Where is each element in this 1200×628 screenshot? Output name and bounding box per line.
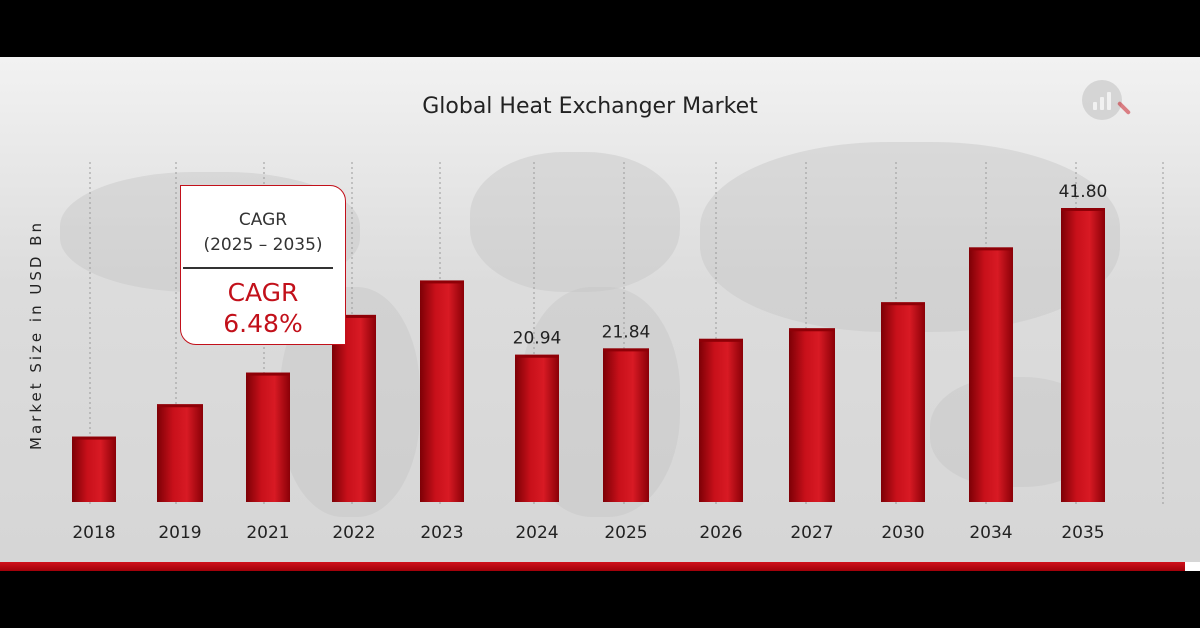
- bar-cap-2027: [789, 328, 835, 332]
- data-label-2025: 21.84: [602, 322, 651, 342]
- x-tick-label: 2018: [72, 523, 115, 543]
- cagr-heading: CAGR: [238, 210, 288, 230]
- bar-2018: [72, 436, 116, 502]
- x-tick-label: 2034: [969, 523, 1012, 543]
- x-tick-label: 2024: [515, 523, 558, 543]
- x-tick-label: 2022: [332, 523, 375, 543]
- bar-2025: [603, 348, 649, 502]
- bar-cap-2035: [1061, 208, 1105, 211]
- chart-title: Global Heat Exchanger Market: [422, 94, 758, 119]
- bar-cap-2022: [332, 314, 376, 318]
- world-map-watermark: [470, 152, 680, 292]
- x-tick-label: 2027: [790, 523, 833, 543]
- bar-2027: [789, 328, 835, 502]
- cagr-label: CAGR: [227, 278, 299, 307]
- bottom-stripe-edge: [1185, 562, 1200, 571]
- bar-2019: [157, 404, 203, 502]
- x-tick-label: 2019: [158, 523, 201, 543]
- cagr-heading-block: CAGR (2025 – 2035): [181, 208, 345, 258]
- x-tick-labels: 2018 2019 2021 2022 2023 2024 2025 2026 2027 2030…: [72, 523, 1104, 543]
- bar-cap-2019: [157, 404, 203, 408]
- bar-cap-2021: [246, 372, 290, 376]
- cagr-divider: [183, 267, 333, 269]
- bottom-red-stripe: [0, 562, 1185, 571]
- bar-2026: [699, 338, 743, 502]
- y-axis-label: Market Size in USD Bn: [27, 220, 45, 450]
- x-tick-label: 2026: [699, 523, 742, 543]
- cagr-callout: CAGR (2025 – 2035) CAGR 6.48%: [180, 185, 346, 345]
- bar-2022: [332, 314, 376, 502]
- cagr-value: 6.48%: [223, 309, 303, 338]
- bar-cap-2026: [699, 338, 743, 342]
- bar-cap-2018: [72, 436, 116, 440]
- data-label-2024: 20.94: [513, 329, 562, 349]
- cagr-period: (2025 – 2035): [203, 235, 323, 255]
- bar-2034: [969, 247, 1013, 502]
- data-labels: 20.94 21.84 41.80: [513, 182, 1108, 349]
- bar-cap-2023: [420, 280, 464, 284]
- bottom-letterbox: [0, 571, 1200, 628]
- bars: [72, 208, 1105, 502]
- bar-cap-2024: [515, 354, 559, 358]
- bar-2021: [246, 372, 290, 502]
- bar-cap-2030: [881, 302, 925, 306]
- bar-2030: [881, 302, 925, 502]
- market-research-logo-icon: [1082, 80, 1122, 120]
- world-map-watermark: [700, 142, 1120, 332]
- x-tick-label: 2035: [1061, 523, 1104, 543]
- bar-cap-2034: [969, 247, 1013, 251]
- data-label-2035: 41.80: [1059, 182, 1108, 202]
- cagr-value-block: CAGR 6.48%: [181, 277, 345, 339]
- x-tick-label: 2030: [881, 523, 924, 543]
- bar-2035: [1061, 208, 1105, 502]
- top-letterbox: [0, 0, 1200, 57]
- x-tick-label: 2021: [246, 523, 289, 543]
- bar-2023: [420, 280, 464, 502]
- bar-cap-2025: [603, 348, 649, 352]
- x-tick-label: 2025: [604, 523, 647, 543]
- bar-2024: [515, 354, 559, 502]
- x-tick-label: 2023: [420, 523, 463, 543]
